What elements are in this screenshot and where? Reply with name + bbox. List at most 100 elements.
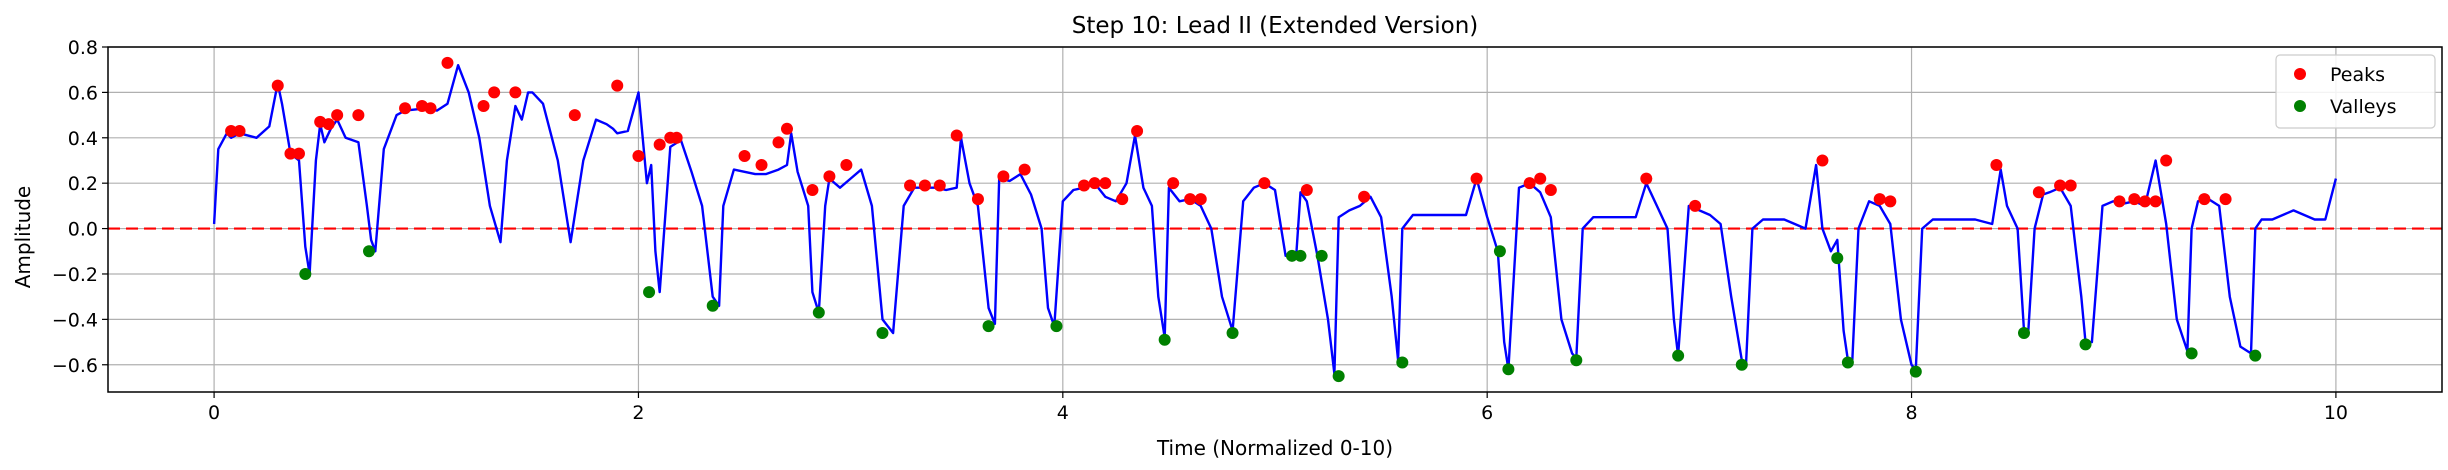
valleys-marker bbox=[1841, 356, 1854, 369]
peaks-marker bbox=[738, 149, 751, 162]
x-tick-label: 8 bbox=[1905, 402, 1917, 424]
peaks-marker bbox=[1078, 179, 1091, 192]
peaks-marker bbox=[284, 147, 297, 160]
y-axis-label: Amplitude bbox=[11, 186, 35, 289]
peaks-marker bbox=[1116, 193, 1129, 206]
peaks-marker bbox=[670, 131, 683, 144]
valleys-marker bbox=[1831, 252, 1844, 265]
y-tick-label: 0.8 bbox=[68, 37, 98, 59]
valleys-marker bbox=[2185, 347, 2198, 360]
peaks-marker bbox=[2198, 193, 2211, 206]
x-tick-label: 0 bbox=[208, 402, 220, 424]
valleys-marker bbox=[299, 267, 312, 280]
peaks-marker bbox=[611, 79, 624, 92]
valleys-marker bbox=[1332, 370, 1345, 383]
valleys-marker bbox=[2079, 338, 2092, 351]
y-tick-label: −0.4 bbox=[52, 309, 98, 331]
peaks-marker bbox=[568, 109, 581, 122]
peaks-marker bbox=[441, 56, 454, 69]
legend: Peaks Valleys bbox=[2275, 54, 2436, 129]
peaks-marker bbox=[2138, 195, 2151, 208]
peaks-marker bbox=[322, 118, 335, 131]
peaks-marker bbox=[331, 109, 344, 122]
peaks-marker bbox=[806, 183, 819, 196]
valleys-marker bbox=[2249, 349, 2262, 362]
valleys-marker bbox=[812, 306, 825, 319]
valleys-marker bbox=[1672, 349, 1685, 362]
peaks-marker bbox=[1099, 177, 1112, 190]
peaks-marker bbox=[2219, 193, 2232, 206]
peaks-marker bbox=[780, 122, 793, 135]
peaks-marker bbox=[1640, 172, 1653, 185]
chart-title: Step 10: Lead II (Extended Version) bbox=[1072, 13, 1479, 39]
peaks-marker bbox=[971, 193, 984, 206]
peaks-marker bbox=[2054, 179, 2067, 192]
peaks-marker bbox=[1300, 183, 1313, 196]
valleys-marker bbox=[1909, 365, 1922, 378]
peaks-marker bbox=[632, 149, 645, 162]
peaks-marker bbox=[1358, 190, 1371, 203]
y-tick-label: 0.2 bbox=[68, 173, 98, 195]
signal-line bbox=[212, 64, 2338, 375]
valleys-marker bbox=[1315, 249, 1328, 262]
peaks-marker bbox=[653, 138, 666, 151]
peaks-marker bbox=[1689, 199, 1702, 212]
valleys-marker bbox=[362, 245, 375, 258]
x-tick-label: 10 bbox=[2324, 402, 2348, 424]
peaks-marker bbox=[292, 147, 305, 160]
valleys-marker bbox=[706, 299, 719, 312]
peaks-marker bbox=[1088, 177, 1101, 190]
peaks-marker bbox=[233, 124, 246, 137]
valleys-marker bbox=[643, 286, 656, 299]
peaks-marker bbox=[352, 109, 365, 122]
peaks-marker bbox=[904, 179, 917, 192]
peaks-marker bbox=[1884, 195, 1897, 208]
valleys-marker bbox=[1493, 245, 1506, 258]
peaks-marker bbox=[1873, 193, 1886, 206]
peaks-marker bbox=[1523, 177, 1536, 190]
peaks-marker bbox=[399, 102, 412, 115]
peaks-marker bbox=[2149, 195, 2162, 208]
y-tick-label: 0.0 bbox=[68, 219, 98, 241]
peaks-marker bbox=[1184, 193, 1197, 206]
valleys-marker bbox=[1285, 249, 1298, 262]
valleys-marker bbox=[1226, 326, 1239, 339]
peaks-marker bbox=[755, 159, 768, 172]
peaks-marker bbox=[918, 179, 931, 192]
markers bbox=[225, 56, 2262, 383]
peaks-marker bbox=[509, 86, 522, 99]
valleys-marker bbox=[876, 326, 889, 339]
peaks-marker bbox=[997, 170, 1010, 183]
legend-swatch-peaks bbox=[2294, 68, 2306, 80]
peaks-marker bbox=[1470, 172, 1483, 185]
valleys-marker bbox=[1294, 249, 1307, 262]
valleys-marker bbox=[1050, 320, 1063, 333]
plot-frame bbox=[107, 46, 2443, 393]
peaks-marker bbox=[1194, 193, 1207, 206]
legend-box bbox=[2275, 54, 2436, 129]
y-tick-label: 0.6 bbox=[68, 82, 98, 104]
valleys-marker bbox=[1396, 356, 1409, 369]
peaks-marker bbox=[1534, 172, 1547, 185]
peaks-marker bbox=[1544, 183, 1557, 196]
x-axis-label: Time (Normalized 0-10) bbox=[1156, 436, 1393, 460]
peaks-marker bbox=[2113, 195, 2126, 208]
y-tick-label: −0.6 bbox=[52, 355, 98, 377]
valleys-marker bbox=[1570, 354, 1583, 367]
peaks-marker bbox=[1018, 163, 1031, 176]
legend-label-valleys: Valleys bbox=[2330, 96, 2397, 118]
peaks-marker bbox=[1167, 177, 1180, 190]
peaks-marker bbox=[2160, 154, 2173, 167]
peaks-marker bbox=[225, 124, 238, 137]
peaks-marker bbox=[2128, 193, 2141, 206]
peaks-marker bbox=[2032, 186, 2045, 199]
peaks-marker bbox=[933, 179, 946, 192]
peaks-marker bbox=[477, 100, 490, 113]
peaks-marker bbox=[1131, 124, 1144, 137]
valleys-marker bbox=[2018, 326, 2031, 339]
peaks-marker bbox=[1990, 159, 2003, 172]
valleys-marker bbox=[1502, 363, 1515, 376]
legend-swatch-valleys bbox=[2294, 100, 2306, 112]
legend-label-peaks: Peaks bbox=[2330, 64, 2385, 86]
ticks: 0 2 4 6 8 10 −0.6 −0.4 −0.2 0.0 0.2 0.4 0.6 0.8 bbox=[52, 37, 2348, 424]
